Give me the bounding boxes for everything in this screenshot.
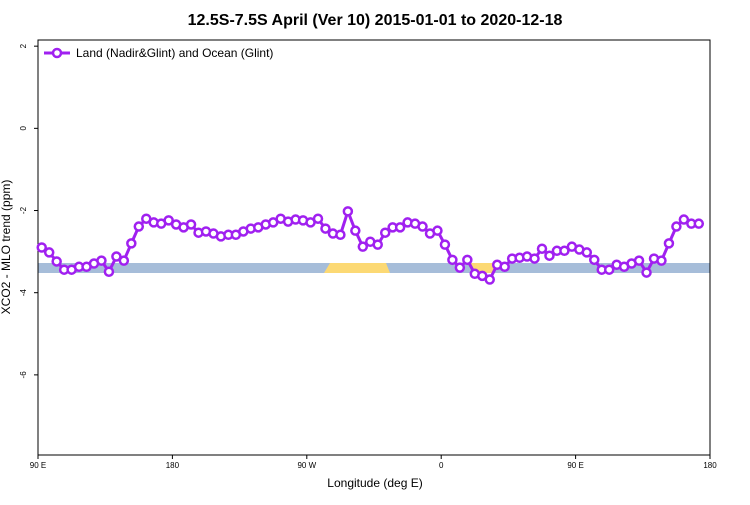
data-point	[559, 245, 570, 257]
data-point	[126, 238, 137, 249]
x-tick-label: 180	[703, 461, 717, 470]
data-point	[335, 229, 346, 241]
y-axis-label: XCO2 - MLO trend (ppm)	[0, 180, 13, 315]
data-point	[36, 242, 47, 253]
x-tick-label: 90 E	[567, 461, 583, 470]
data-point	[357, 241, 369, 252]
data-point	[454, 262, 466, 273]
data-point	[693, 218, 705, 229]
data-point	[372, 239, 383, 250]
data-point	[589, 254, 600, 266]
y-tick-label: -6	[19, 371, 28, 379]
data-point	[417, 221, 428, 232]
land-band	[466, 263, 498, 273]
data-point	[447, 254, 458, 266]
data-point	[633, 255, 645, 266]
data-point	[484, 274, 495, 285]
x-tick-label: 90 W	[297, 461, 316, 470]
data-point	[43, 247, 55, 258]
x-tick-label: 90 E	[30, 461, 46, 470]
data-point	[678, 214, 690, 225]
data-point	[133, 221, 145, 232]
data-point	[544, 250, 555, 261]
y-tick-label: 2	[19, 43, 28, 48]
data-point	[342, 206, 354, 217]
data-point	[185, 219, 197, 230]
x-tick-label: 0	[439, 461, 444, 470]
data-point	[603, 264, 615, 275]
y-tick-label: -2	[19, 206, 28, 214]
y-tick-label: -4	[19, 289, 28, 297]
data-point	[312, 213, 324, 224]
data-point	[96, 255, 107, 266]
data-point	[656, 255, 667, 266]
land-ocean-strip	[38, 263, 710, 273]
legend-label: Land (Nadir&Glint) and Ocean (Glint)	[76, 46, 273, 60]
data-point	[581, 247, 593, 258]
data-point	[663, 238, 675, 249]
data-point	[671, 221, 682, 232]
data-point	[499, 261, 510, 273]
data-point	[350, 225, 361, 236]
data-point	[103, 266, 115, 277]
chart-title: 12.5S-7.5S April (Ver 10) 2015-01-01 to …	[188, 12, 563, 29]
x-axis-label: Longitude (deg E)	[327, 476, 422, 490]
data-point	[536, 243, 548, 254]
x-tick-label: 180	[166, 461, 180, 470]
y-tick-label: 0	[19, 126, 28, 131]
data-point	[529, 253, 540, 264]
data-point	[439, 239, 451, 250]
data-point	[51, 256, 62, 267]
data-point	[320, 223, 331, 234]
data-point	[462, 254, 473, 266]
data-point	[111, 251, 122, 262]
data-point	[379, 227, 391, 238]
land-band	[324, 263, 390, 273]
data-point	[163, 215, 174, 226]
data-point	[641, 267, 652, 278]
legend-marker	[51, 47, 63, 59]
data-point	[118, 255, 130, 266]
data-point	[394, 222, 406, 233]
data-point	[432, 225, 443, 236]
